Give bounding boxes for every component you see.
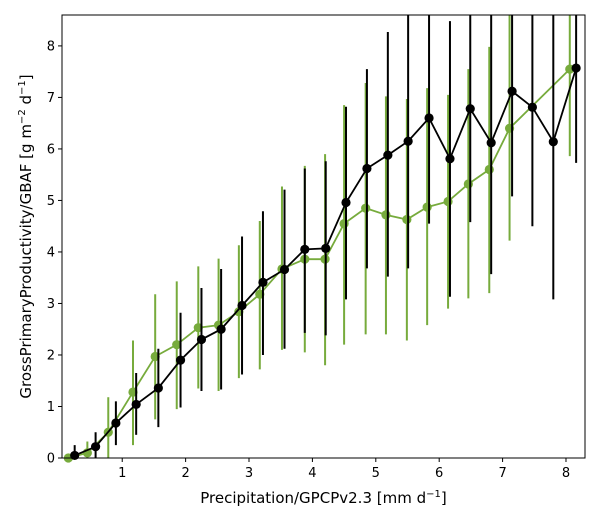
plot-frame xyxy=(61,14,586,459)
data-point-black xyxy=(300,244,310,254)
data-point-black xyxy=(258,277,268,287)
data-point-black xyxy=(403,136,413,146)
y-axis-label: GrossPrimaryProductivity/GBAF [g m−2 d−1… xyxy=(17,74,35,398)
y-tick-label: 5 xyxy=(47,194,55,209)
data-point-black xyxy=(321,243,331,253)
data-point-black xyxy=(507,86,517,96)
data-point-black xyxy=(486,138,496,148)
data-point-black xyxy=(341,197,351,208)
data-point-black xyxy=(216,324,226,334)
data-point-green xyxy=(361,203,371,213)
y-axis-ticks: 0 1 2 3 4 5 6 7 8 xyxy=(47,39,62,467)
data-point-black xyxy=(383,150,393,160)
data-point-green xyxy=(443,196,453,207)
data-point-black xyxy=(424,113,434,123)
y-axis-label-exponent-1: −2 xyxy=(17,109,28,124)
x-tick-label: 4 xyxy=(308,466,316,481)
x-tick-label: 6 xyxy=(435,466,443,481)
y-axis-label-exponent-2: −1 xyxy=(17,80,28,95)
x-axis-label-text: Precipitation/GPCPv2.3 [mm d xyxy=(200,489,426,507)
y-axis-label-close: ] xyxy=(17,74,35,80)
data-point-black xyxy=(175,355,186,365)
plot-area-background xyxy=(62,15,585,458)
data-point-black xyxy=(465,104,475,114)
y-tick-label: 1 xyxy=(47,400,55,415)
data-point-green xyxy=(381,210,391,220)
data-point-black xyxy=(90,442,101,452)
y-tick-label: 7 xyxy=(47,91,55,106)
y-tick-label: 6 xyxy=(47,142,55,157)
data-point-black xyxy=(527,102,537,112)
data-point-black xyxy=(153,383,163,393)
data-point-black xyxy=(111,418,121,428)
x-axis-label-close: ] xyxy=(441,489,447,507)
data-point-green xyxy=(422,202,432,212)
y-tick-label: 3 xyxy=(47,297,55,312)
y-axis-label-text: GrossPrimaryProductivity/GBAF [g m xyxy=(17,124,35,399)
x-tick-label: 2 xyxy=(181,466,189,481)
data-point-green xyxy=(484,164,494,175)
y-tick-label: 4 xyxy=(47,245,55,260)
data-point-black xyxy=(70,450,80,461)
y-axis-label-mid: d xyxy=(17,95,35,109)
x-axis-ticks: 1 2 3 4 5 6 7 8 xyxy=(118,458,570,481)
x-tick-label: 1 xyxy=(118,466,126,481)
data-point-green xyxy=(463,179,473,189)
data-point-green xyxy=(402,214,412,225)
y-tick-label: 2 xyxy=(47,348,55,363)
x-axis-label-exponent: −1 xyxy=(426,489,441,500)
data-point-green xyxy=(172,340,182,350)
x-tick-label: 7 xyxy=(498,466,506,481)
data-point-black xyxy=(196,334,207,345)
data-point-black xyxy=(237,300,247,311)
data-point-green xyxy=(339,219,349,229)
x-tick-label: 5 xyxy=(372,466,380,481)
x-tick-label: 8 xyxy=(562,466,570,481)
data-point-black xyxy=(548,137,558,147)
series-layer xyxy=(63,15,581,463)
y-tick-label: 0 xyxy=(47,452,55,467)
data-point-black xyxy=(279,264,290,275)
data-point-black xyxy=(131,399,141,410)
data-point-black xyxy=(571,63,581,73)
y-tick-label: 8 xyxy=(47,39,55,54)
data-point-black xyxy=(445,154,455,164)
series-black xyxy=(70,15,581,461)
x-axis-label: Precipitation/GPCPv2.3 [mm d−1] xyxy=(200,489,446,507)
x-tick-label: 3 xyxy=(245,466,253,481)
data-point-black xyxy=(362,163,372,174)
